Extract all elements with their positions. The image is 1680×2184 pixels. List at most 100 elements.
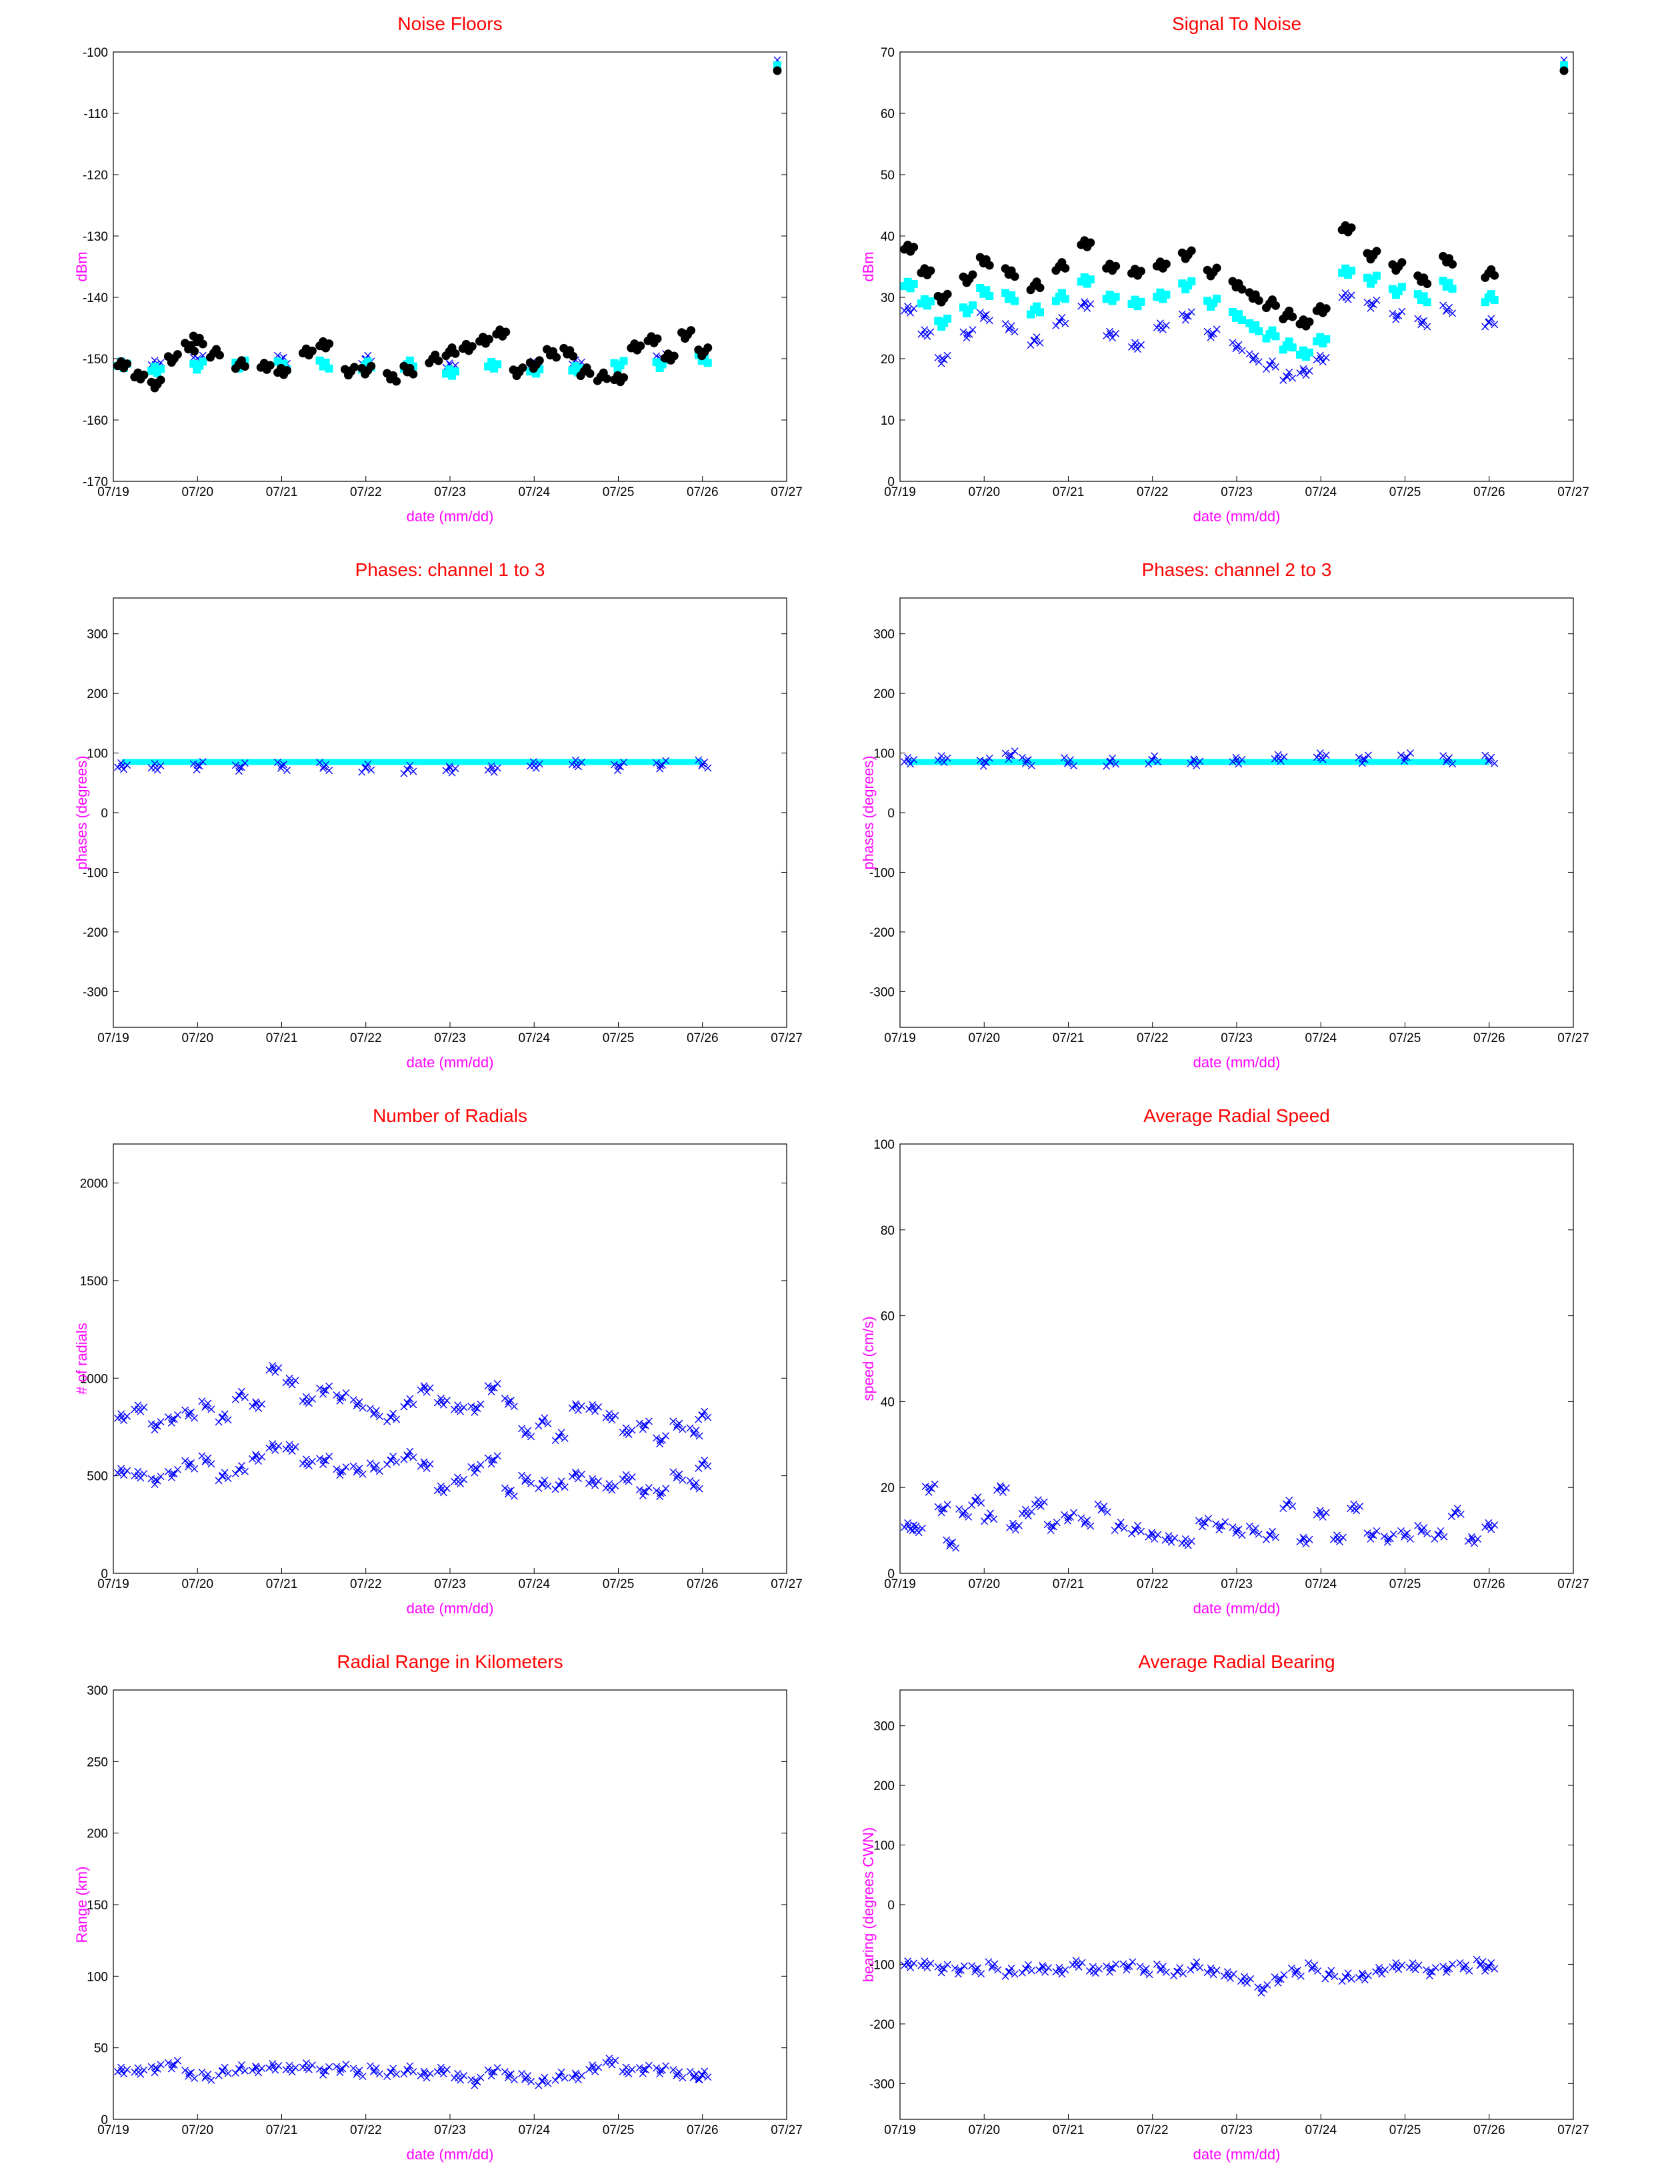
y-tick-label: 100 <box>873 1138 895 1152</box>
data-point <box>596 372 605 381</box>
data-point <box>686 1477 694 1485</box>
data-point <box>521 2075 529 2083</box>
data-point <box>1190 755 1198 763</box>
data-point <box>1336 1537 1343 1545</box>
legend <box>773 56 782 75</box>
data-point <box>123 2065 131 2073</box>
data-point <box>921 1483 929 1491</box>
data-point <box>1061 1511 1068 1519</box>
data-point <box>1215 1526 1223 1534</box>
y-tick-label: 0 <box>101 2113 108 2127</box>
data-point <box>1407 749 1414 757</box>
data-point <box>153 1477 161 1485</box>
data-point <box>1156 288 1165 297</box>
data-point <box>1289 1502 1297 1510</box>
data-point <box>1315 302 1325 311</box>
data-point <box>1156 1966 1164 1974</box>
data-point <box>372 1407 380 1415</box>
data-point <box>1181 1535 1189 1543</box>
data-point <box>1265 299 1274 308</box>
data-point <box>1021 759 1029 767</box>
number-of-radials-svg: Number of Radials 07/19 07/20 07/21 07/22 07/… <box>73 1105 803 1617</box>
data-point <box>421 1384 429 1392</box>
data-point <box>339 1467 347 1475</box>
chart-title: Number of Radials <box>373 1105 527 1126</box>
data-point <box>215 2071 223 2079</box>
data-point <box>704 764 712 772</box>
data-point <box>342 1389 350 1397</box>
data-point <box>460 2072 468 2080</box>
data-point <box>622 1471 630 1479</box>
y-tick-label: 0 <box>887 1899 895 1913</box>
data-point <box>1212 1520 1220 1528</box>
data-point <box>1229 1970 1237 1978</box>
x-tick-label: 07/21 <box>266 1031 298 1045</box>
x-tick-label: 07/25 <box>1389 1577 1421 1591</box>
data-point <box>1469 1535 1476 1543</box>
x-tick-label: 07/25 <box>1389 485 1421 499</box>
data-point <box>1083 304 1091 312</box>
data-point <box>529 364 538 373</box>
data-point <box>282 1379 290 1387</box>
data-point <box>123 761 131 769</box>
data-point <box>595 1403 603 1411</box>
data-point <box>985 317 993 325</box>
data-point <box>1161 1536 1169 1544</box>
data-point <box>1383 1538 1391 1546</box>
data-point <box>921 1957 929 1965</box>
data-point <box>487 1388 495 1396</box>
data-point <box>673 2072 681 2080</box>
data-point <box>1425 1972 1433 1980</box>
data-point <box>1226 1974 1234 1982</box>
y-tick-label: 100 <box>87 1970 108 1984</box>
data-point <box>920 295 929 303</box>
data-point <box>252 1451 260 1459</box>
data-point <box>277 363 285 373</box>
data-point <box>630 339 639 349</box>
data-point <box>1319 358 1327 366</box>
data-point <box>1491 321 1499 329</box>
data-point <box>361 764 369 772</box>
phases-1-3-panel: Phases: channel 1 to 3 07/19 07/20 07/21 07/… <box>0 546 840 1092</box>
data-point <box>1420 317 1428 325</box>
data-point <box>218 1472 226 1480</box>
data-point <box>333 2063 341 2071</box>
data-point <box>988 1964 996 1972</box>
data-point <box>291 1443 299 1451</box>
data-point <box>625 1477 633 1485</box>
x-tick-label: 07/24 <box>518 1031 550 1045</box>
data-point <box>541 1414 549 1422</box>
data-point <box>1094 1500 1102 1508</box>
data-point <box>1277 757 1285 765</box>
data-point <box>551 1485 559 1493</box>
y-tick-label: 60 <box>881 107 895 121</box>
x-tick-label: 07/19 <box>97 485 129 499</box>
data-point <box>1422 1966 1430 1974</box>
data-point <box>1148 755 1156 763</box>
data-point <box>1229 339 1237 347</box>
data-point <box>1449 1960 1457 1968</box>
data-point <box>231 1469 239 1477</box>
data-point <box>1311 1961 1319 1969</box>
data-point <box>561 1483 569 1491</box>
x-tick-label: 07/19 <box>884 2123 916 2137</box>
data-point <box>974 1493 982 1501</box>
data-point <box>653 759 661 767</box>
data-point <box>1078 1959 1086 1967</box>
data-point <box>1263 1535 1270 1543</box>
y-axis-label: phases (degrees) <box>73 755 90 869</box>
data-point <box>538 2077 546 2085</box>
data-point <box>1018 753 1026 761</box>
data-point <box>1075 1963 1083 1971</box>
data-point <box>406 1395 414 1403</box>
data-point <box>614 767 621 775</box>
data-point <box>285 1441 293 1449</box>
data-point <box>487 1460 495 1468</box>
y-tick-label: 500 <box>87 1470 108 1484</box>
data-point <box>605 1480 613 1488</box>
data-point <box>1375 1963 1383 1971</box>
x-tick-label: 07/19 <box>97 1031 129 1045</box>
data-point <box>1100 1502 1108 1510</box>
data-point <box>181 1406 189 1414</box>
data-point <box>976 309 984 317</box>
